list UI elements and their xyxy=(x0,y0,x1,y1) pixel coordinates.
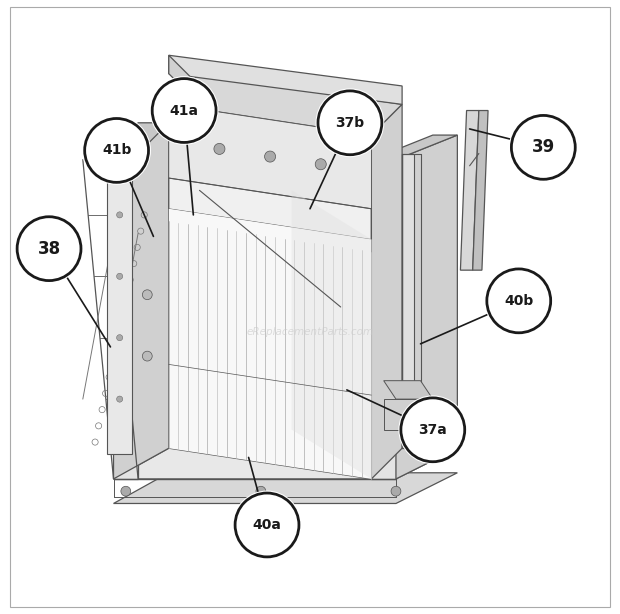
Polygon shape xyxy=(169,98,371,215)
Circle shape xyxy=(117,396,123,402)
Text: 39: 39 xyxy=(532,138,555,157)
Circle shape xyxy=(117,212,123,218)
Polygon shape xyxy=(402,154,414,448)
Polygon shape xyxy=(371,135,458,160)
Circle shape xyxy=(256,486,266,496)
Polygon shape xyxy=(472,111,488,270)
Circle shape xyxy=(232,491,301,559)
Polygon shape xyxy=(169,74,402,135)
Polygon shape xyxy=(113,448,458,479)
Polygon shape xyxy=(169,55,402,104)
Polygon shape xyxy=(371,104,402,479)
Circle shape xyxy=(391,486,401,496)
Circle shape xyxy=(509,113,578,182)
Text: eReplacementParts.com: eReplacementParts.com xyxy=(246,327,374,336)
Circle shape xyxy=(484,266,553,335)
Text: 37b: 37b xyxy=(335,116,365,130)
Polygon shape xyxy=(107,172,132,454)
Polygon shape xyxy=(169,129,402,160)
Circle shape xyxy=(316,88,384,157)
Text: 38: 38 xyxy=(37,239,61,258)
Polygon shape xyxy=(291,190,371,479)
Circle shape xyxy=(399,395,467,464)
Circle shape xyxy=(17,217,81,281)
Circle shape xyxy=(150,76,218,145)
Circle shape xyxy=(315,159,326,170)
Text: 41a: 41a xyxy=(170,104,198,117)
Circle shape xyxy=(15,214,84,283)
Circle shape xyxy=(121,486,131,496)
Circle shape xyxy=(265,151,276,162)
Circle shape xyxy=(235,493,299,557)
Polygon shape xyxy=(384,399,433,430)
Text: 37a: 37a xyxy=(418,423,447,437)
Circle shape xyxy=(117,273,123,279)
Polygon shape xyxy=(113,154,138,479)
Circle shape xyxy=(152,79,216,142)
Polygon shape xyxy=(461,111,479,270)
Polygon shape xyxy=(169,104,371,479)
Polygon shape xyxy=(113,123,169,154)
Circle shape xyxy=(85,119,149,182)
Text: 40b: 40b xyxy=(504,294,533,308)
Circle shape xyxy=(82,116,151,185)
Polygon shape xyxy=(169,104,371,209)
Polygon shape xyxy=(169,55,200,104)
Circle shape xyxy=(214,144,225,155)
Polygon shape xyxy=(113,473,458,503)
Text: 40a: 40a xyxy=(252,518,281,532)
Circle shape xyxy=(401,398,465,462)
Circle shape xyxy=(487,269,551,333)
Circle shape xyxy=(318,91,382,155)
Polygon shape xyxy=(384,381,433,399)
Polygon shape xyxy=(371,160,396,479)
Polygon shape xyxy=(113,123,169,479)
Circle shape xyxy=(512,115,575,179)
Polygon shape xyxy=(169,209,371,479)
Circle shape xyxy=(117,335,123,341)
Circle shape xyxy=(143,290,152,300)
Polygon shape xyxy=(396,135,458,479)
Text: 41b: 41b xyxy=(102,144,131,157)
Circle shape xyxy=(143,351,152,361)
